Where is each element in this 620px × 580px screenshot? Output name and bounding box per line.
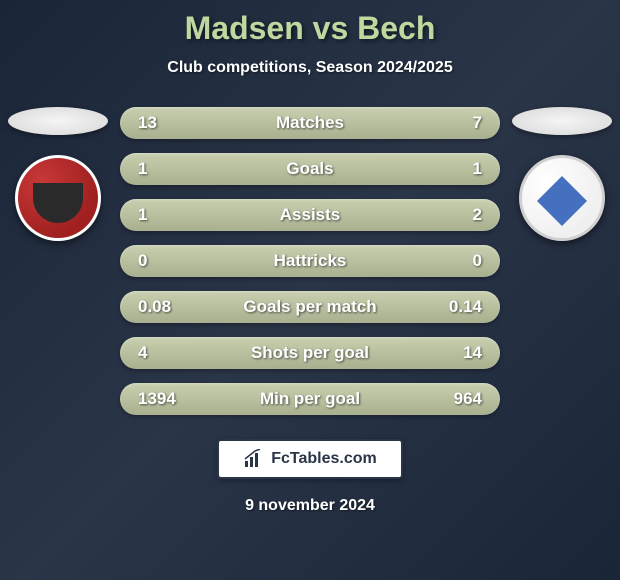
brand-badge[interactable]: FcTables.com — [217, 439, 403, 479]
stat-row-min-per-goal: 1394 Min per goal 964 — [120, 383, 500, 415]
stat-right-value: 964 — [432, 389, 482, 409]
stat-label: Hattricks — [274, 251, 347, 271]
player-right-placeholder — [512, 107, 612, 135]
page-subtitle: Club competitions, Season 2024/2025 — [167, 59, 452, 77]
stat-right-value: 1 — [432, 159, 482, 179]
club-badge-left — [15, 155, 101, 241]
stat-left-value: 1394 — [138, 389, 188, 409]
stat-left-value: 1 — [138, 205, 188, 225]
stat-row-matches: 13 Matches 7 — [120, 107, 500, 139]
stat-right-value: 0 — [432, 251, 482, 271]
stat-label: Assists — [280, 205, 340, 225]
stat-right-value: 0.14 — [432, 297, 482, 317]
stat-label: Goals per match — [243, 297, 376, 317]
stat-right-value: 7 — [432, 113, 482, 133]
stat-row-hattricks: 0 Hattricks 0 — [120, 245, 500, 277]
stat-left-value: 4 — [138, 343, 188, 363]
stat-left-value: 0 — [138, 251, 188, 271]
stat-right-value: 14 — [432, 343, 482, 363]
player-left-placeholder — [8, 107, 108, 135]
stat-row-goals: 1 Goals 1 — [120, 153, 500, 185]
player-left-column — [8, 107, 108, 241]
stat-right-value: 2 — [432, 205, 482, 225]
comparison-card: Madsen vs Bech Club competitions, Season… — [0, 0, 620, 580]
page-title: Madsen vs Bech — [185, 10, 436, 47]
main-row: 13 Matches 7 1 Goals 1 1 Assists 2 0 Hat… — [0, 107, 620, 415]
player-right-column — [512, 107, 612, 241]
brand-text: FcTables.com — [271, 450, 377, 468]
club-badge-right — [519, 155, 605, 241]
chart-icon — [243, 449, 263, 469]
footer-date: 9 november 2024 — [245, 497, 375, 515]
stat-label: Min per goal — [260, 389, 360, 409]
stat-left-value: 13 — [138, 113, 188, 133]
stats-column: 13 Matches 7 1 Goals 1 1 Assists 2 0 Hat… — [120, 107, 500, 415]
stat-label: Goals — [286, 159, 333, 179]
stat-row-goals-per-match: 0.08 Goals per match 0.14 — [120, 291, 500, 323]
stat-left-value: 1 — [138, 159, 188, 179]
stat-label: Shots per goal — [251, 343, 369, 363]
stat-label: Matches — [276, 113, 344, 133]
stat-row-shots-per-goal: 4 Shots per goal 14 — [120, 337, 500, 369]
stat-row-assists: 1 Assists 2 — [120, 199, 500, 231]
stat-left-value: 0.08 — [138, 297, 188, 317]
